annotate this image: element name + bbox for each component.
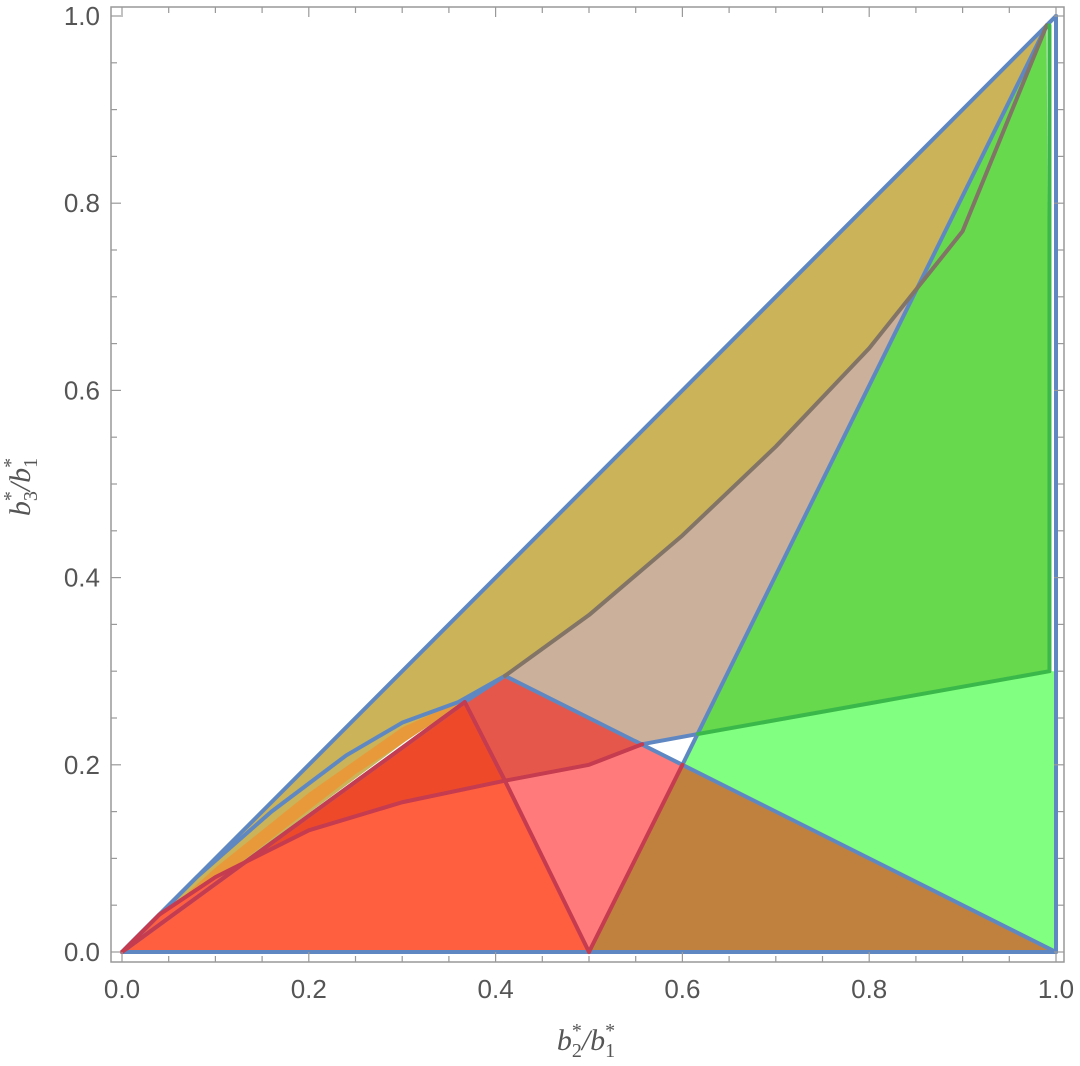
red-left-edge xyxy=(462,700,591,954)
ticks-layer: 0.0 0.2 0.4 0.6 0.8 1.0 0.0 0.2 0.4 0.6 0.8 1.0 xyxy=(64,1,1074,1004)
red-dark-region xyxy=(464,675,643,781)
red-right-edge xyxy=(587,762,685,954)
y-tick-label: 0.4 xyxy=(64,563,100,593)
brown-region xyxy=(589,764,1056,952)
top-right-line xyxy=(680,23,1049,767)
green-light-region xyxy=(682,671,1056,952)
green-border-line xyxy=(696,23,1052,736)
red-diag-line xyxy=(120,700,467,954)
x-tick-label: 0.4 xyxy=(478,974,514,1004)
y-tick-label: 0.2 xyxy=(64,750,100,780)
y-tick-label: 0.8 xyxy=(64,188,100,218)
x-axis-label: b2*/b1* xyxy=(557,1020,615,1062)
y-tick-label: 1.0 xyxy=(64,1,100,31)
x-tick-label: 0.6 xyxy=(664,974,700,1004)
y-axis-label: b3*/b1* xyxy=(0,458,42,516)
red-curve xyxy=(120,742,645,954)
grey-curve xyxy=(502,23,1049,678)
y-tick-label: 0.6 xyxy=(64,375,100,405)
x-tick-label: 0.2 xyxy=(291,974,327,1004)
orange-red-region xyxy=(122,780,589,952)
x-tick-label: 0.8 xyxy=(851,974,887,1004)
lines-layer xyxy=(120,14,1058,954)
diagonal-line xyxy=(120,14,1058,954)
x-tick-label: 1.0 xyxy=(1038,974,1074,1004)
tan-region xyxy=(504,25,1047,745)
curve-to-peak xyxy=(120,673,507,954)
pink-region xyxy=(504,744,683,952)
x-tick-label: 0.0 xyxy=(104,974,140,1004)
green-lower-curve xyxy=(640,731,701,747)
y-tick-label: 0.0 xyxy=(64,937,100,967)
